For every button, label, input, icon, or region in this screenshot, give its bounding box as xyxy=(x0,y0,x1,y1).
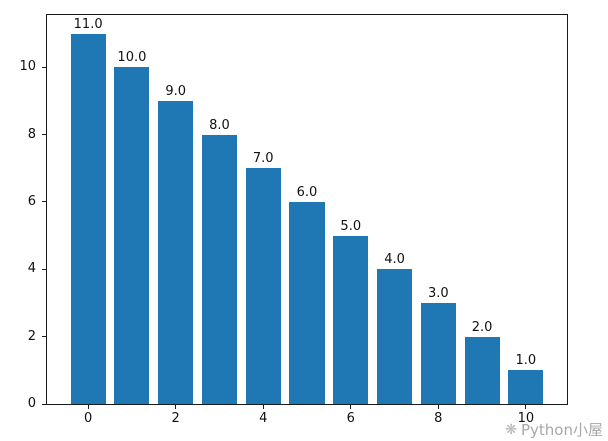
watermark: ❋ Python小屋 xyxy=(505,419,603,440)
bar-value-label: 5.0 xyxy=(340,218,362,234)
y-tick-label: 2 xyxy=(27,328,36,344)
plot-area: 11.0 10.0 9.0 8.0 7.0 6.0 5.0 4.0 3.0 2.0 1.0 xyxy=(46,14,568,405)
y-tick-label: 4 xyxy=(27,261,36,277)
bar-value-label: 8.0 xyxy=(209,117,230,133)
y-tick-label: 0 xyxy=(27,396,36,411)
bar-value-label: 9.0 xyxy=(165,83,187,99)
x-tick-mark xyxy=(525,405,527,409)
bar xyxy=(333,235,369,404)
watermark-text: Python小屋 xyxy=(521,421,603,439)
bar-value-label: 6.0 xyxy=(296,184,318,200)
bar-value-label: 1.0 xyxy=(515,353,537,369)
bar xyxy=(245,168,281,404)
bar xyxy=(289,201,325,404)
bar-value-label: 3.0 xyxy=(427,285,449,301)
x-tick-label: 10 xyxy=(517,411,535,426)
y-tick-mark xyxy=(42,201,46,203)
bar-value-label: 10.0 xyxy=(117,50,147,66)
x-tick-mark xyxy=(437,405,439,409)
x-tick-label: 6 xyxy=(346,411,355,426)
bar-value-label: 7.0 xyxy=(252,151,274,167)
y-tick-mark xyxy=(42,66,46,68)
bar xyxy=(377,269,413,404)
bar xyxy=(508,370,544,404)
x-tick-label: 8 xyxy=(434,411,443,426)
bar xyxy=(464,336,500,404)
y-tick-mark xyxy=(42,336,46,338)
y-tick-label: 10 xyxy=(19,59,36,75)
bar xyxy=(114,67,150,404)
bar xyxy=(420,302,456,404)
x-tick-mark xyxy=(350,405,352,409)
x-tick-label: 0 xyxy=(84,411,93,426)
bar-value-label: 2.0 xyxy=(471,319,493,335)
y-tick-mark xyxy=(42,134,46,136)
x-tick-mark xyxy=(175,405,177,409)
x-tick-mark xyxy=(87,405,89,409)
y-tick-mark xyxy=(42,403,46,405)
x-tick-label: 2 xyxy=(171,411,180,426)
y-tick-mark xyxy=(42,268,46,270)
x-tick-label: 4 xyxy=(259,411,268,426)
x-tick-mark xyxy=(262,405,264,409)
bar xyxy=(158,100,194,404)
y-tick-label: 8 xyxy=(27,126,36,142)
bar xyxy=(70,33,106,404)
y-tick-label: 6 xyxy=(27,193,36,209)
bar-value-label: 4.0 xyxy=(384,252,405,268)
watermark-icon: ❋ xyxy=(505,421,517,438)
bar-value-label: 11.0 xyxy=(73,16,103,32)
bar xyxy=(201,134,237,404)
